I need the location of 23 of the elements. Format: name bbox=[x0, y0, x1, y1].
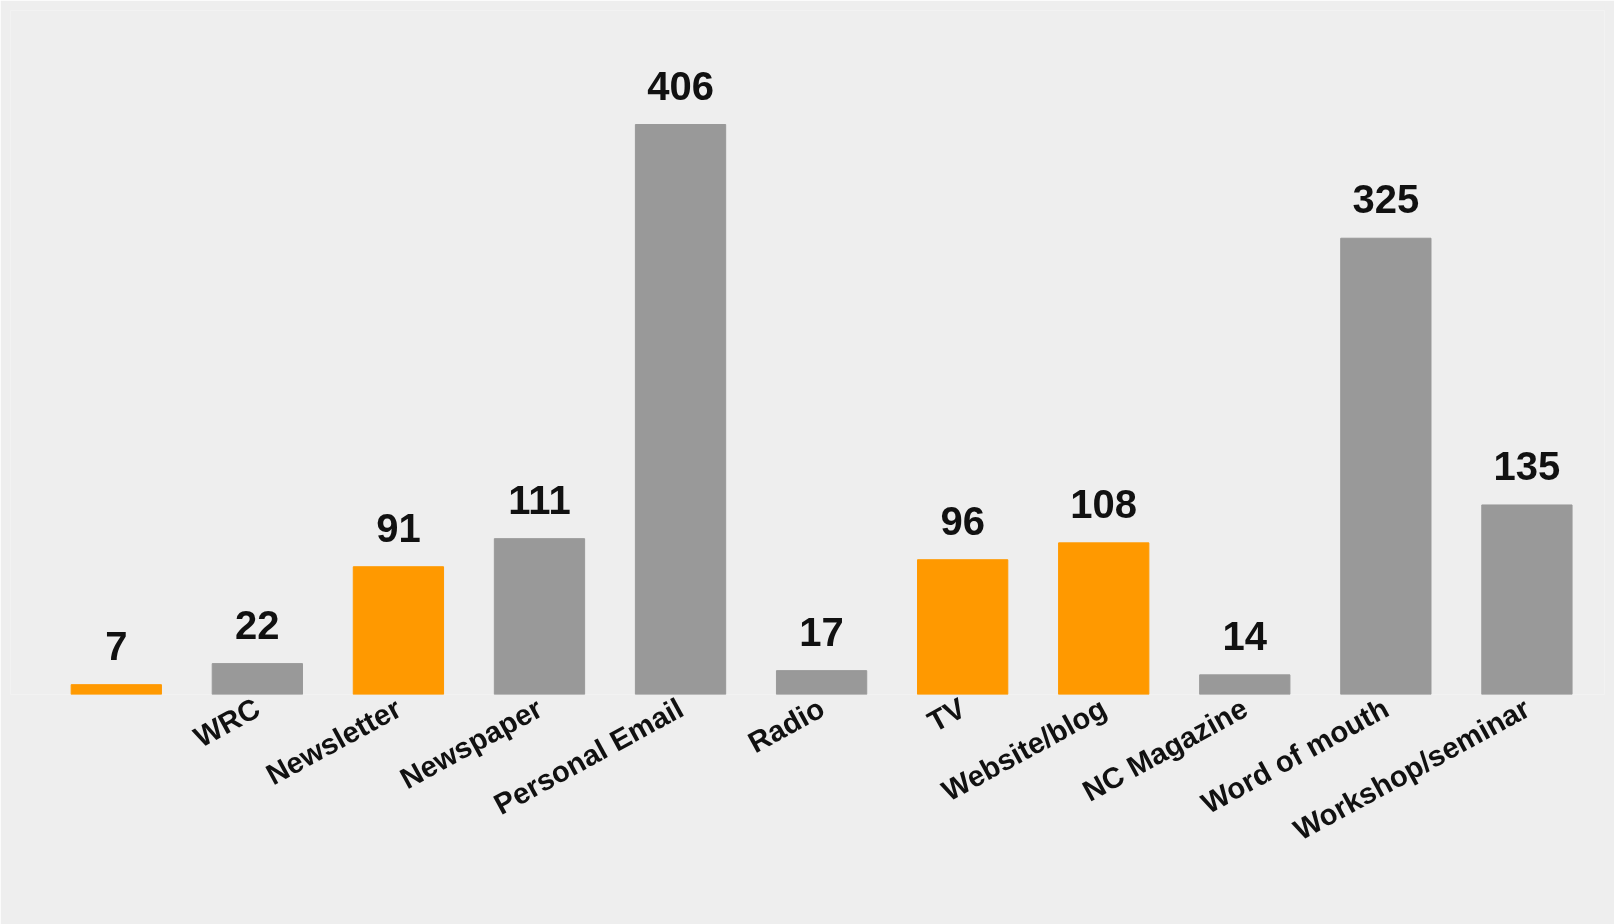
data-label: 96 bbox=[940, 498, 985, 543]
bar bbox=[70, 684, 162, 695]
data-label: 135 bbox=[1493, 443, 1561, 488]
bar bbox=[634, 124, 727, 695]
data-label: 14 bbox=[1222, 613, 1268, 658]
data-label: 111 bbox=[508, 477, 571, 522]
data-label: 7 bbox=[105, 623, 128, 668]
data-label: 17 bbox=[799, 609, 844, 654]
bar bbox=[352, 566, 445, 695]
bar bbox=[775, 670, 868, 695]
bar bbox=[211, 663, 303, 695]
bar bbox=[1481, 504, 1573, 695]
bar bbox=[493, 538, 586, 695]
data-label: 91 bbox=[376, 505, 421, 550]
bar bbox=[1058, 542, 1150, 695]
x-tick-label: WRC bbox=[187, 691, 266, 754]
bar bbox=[1199, 674, 1291, 695]
bar bbox=[917, 559, 1009, 695]
data-label: 325 bbox=[1352, 177, 1420, 222]
bar bbox=[1340, 237, 1432, 695]
data-label: 108 bbox=[1070, 481, 1138, 526]
data-label: 406 bbox=[647, 63, 714, 108]
data-label: 22 bbox=[235, 602, 280, 647]
